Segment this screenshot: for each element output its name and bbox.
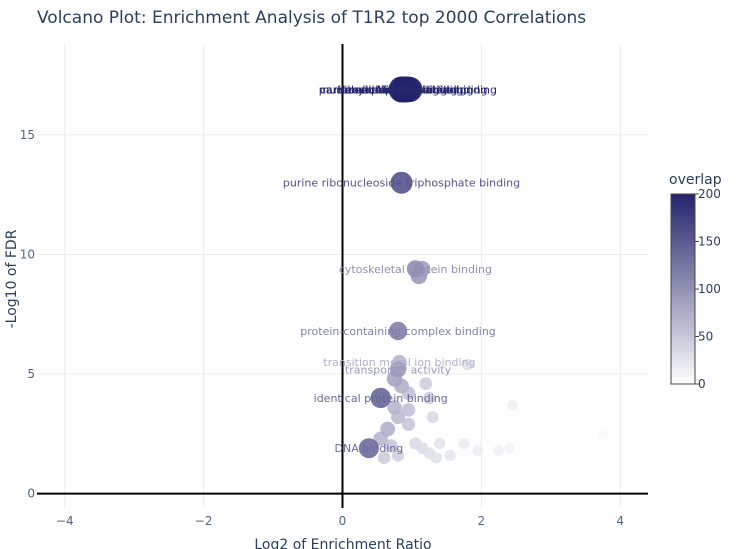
data-point[interactable] — [358, 438, 379, 459]
x-axis-title: Log2 of Enrichment Ratio — [254, 537, 431, 549]
point-label: identical protein binding — [314, 392, 448, 405]
colorbar-tick-label: 0 — [698, 377, 706, 391]
point-label: purine ribonucleoside triphosphate bindi… — [283, 177, 520, 190]
point-label: carbohydrate derivative binding — [320, 83, 497, 96]
data-point[interactable] — [384, 439, 398, 453]
y-tick-label: 0 — [27, 487, 35, 501]
colorbar-tick-label: 200 — [698, 187, 721, 201]
y-tick-label: 10 — [20, 247, 35, 261]
data-point[interactable] — [390, 76, 417, 103]
x-tick-label: 0 — [339, 514, 347, 528]
data-point[interactable] — [597, 428, 608, 439]
point-label: transition metal ion binding — [323, 356, 475, 369]
point-label: nucleotide binding — [355, 83, 457, 96]
point-label: ATP binding — [375, 83, 440, 96]
axes — [37, 44, 648, 508]
data-points — [358, 76, 608, 465]
point-label: small molecule binding — [339, 83, 466, 96]
chart-title: Volcano Plot: Enrichment Analysis of T1R… — [37, 8, 586, 28]
data-point[interactable] — [389, 361, 407, 378]
point-label: ribose phosphate binding — [334, 83, 474, 96]
data-point[interactable] — [507, 399, 518, 411]
point-label: pa… — [319, 83, 344, 96]
data-point[interactable] — [426, 411, 439, 424]
colorbar: overlap 0 50 100 150 200 — [669, 172, 722, 391]
y-axis-title: -Log10 of FDR — [4, 229, 20, 328]
point-label: nucleoside phosphate binding — [322, 83, 487, 96]
x-tick-labels: −4 −2 0 2 4 — [56, 514, 624, 528]
data-point[interactable] — [380, 421, 396, 437]
y-tick-labels: 0 5 10 15 — [20, 128, 35, 501]
data-point[interactable] — [388, 321, 408, 341]
colorbar-tick-label: 150 — [698, 235, 721, 249]
colorbar-tick-labels: 0 50 100 150 200 — [695, 187, 721, 391]
data-point[interactable] — [406, 260, 425, 278]
data-point[interactable] — [370, 387, 391, 409]
colorbar-tick-label: 100 — [698, 282, 721, 296]
point-label: cytoskeletal protein binding — [339, 263, 492, 276]
data-point[interactable] — [461, 358, 474, 371]
point-label: DNA binding — [335, 442, 404, 455]
x-tick-label: 2 — [478, 514, 486, 528]
data-point[interactable] — [401, 403, 416, 417]
data-point[interactable] — [401, 417, 416, 431]
data-point[interactable] — [444, 449, 456, 461]
data-point[interactable] — [503, 442, 515, 454]
data-point[interactable] — [391, 449, 405, 462]
data-point[interactable] — [493, 445, 505, 456]
x-tick-label: 4 — [616, 514, 624, 528]
colorbar-tick-label: 50 — [698, 330, 713, 344]
point-label: protein-containing complex binding — [300, 325, 496, 338]
point-label: transporter activity — [345, 363, 452, 376]
data-point[interactable] — [423, 391, 436, 405]
point-label: anion binding — [372, 83, 447, 96]
y-tick-label: 5 — [27, 367, 35, 381]
data-point[interactable] — [387, 400, 402, 415]
data-point[interactable] — [433, 437, 446, 450]
x-tick-label: −2 — [195, 514, 213, 528]
data-point[interactable] — [458, 437, 470, 449]
colorbar-gradient — [670, 193, 696, 385]
y-tick-label: 15 — [20, 128, 35, 142]
point-label: ribonucleotide binding — [340, 83, 463, 96]
x-tick-label: −4 — [56, 514, 74, 528]
colorbar-title: overlap — [669, 172, 722, 188]
data-point[interactable] — [409, 437, 422, 450]
data-point[interactable] — [472, 445, 484, 456]
data-point[interactable] — [419, 377, 433, 391]
data-point[interactable] — [390, 171, 413, 194]
data-point[interactable] — [377, 451, 391, 465]
